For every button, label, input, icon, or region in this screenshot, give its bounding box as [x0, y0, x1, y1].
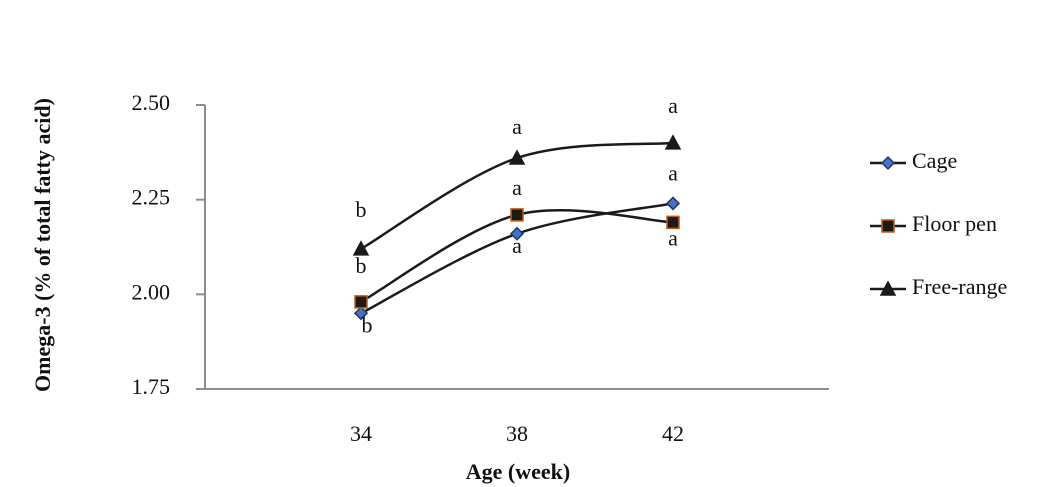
x-axis-title: Age (week)	[466, 459, 570, 484]
legend-marker	[882, 220, 894, 232]
y-tick-label: 2.50	[132, 90, 171, 115]
significance-letter: a	[668, 161, 678, 186]
y-tick-label: 1.75	[132, 374, 171, 399]
data-point	[511, 209, 523, 221]
significance-letter: b	[356, 253, 367, 278]
significance-letter: a	[668, 93, 678, 118]
x-tick-label: 34	[350, 421, 372, 446]
legend-marker	[882, 157, 894, 169]
y-tick-label: 2.00	[132, 279, 171, 304]
data-point	[355, 296, 367, 308]
legend-label: Floor pen	[912, 211, 997, 236]
y-axis-title: Omega-3 (% of total fatty acid)	[30, 98, 55, 392]
significance-letter: a	[512, 114, 522, 139]
significance-letter: b	[356, 197, 367, 222]
x-tick-label: 42	[662, 421, 684, 446]
chart: Omega-3 (% of total fatty acid) Age (wee…	[0, 0, 1054, 487]
y-tick-label: 2.25	[132, 185, 171, 210]
x-tick-label: 38	[506, 421, 528, 446]
significance-letter: a	[512, 175, 522, 200]
data-point	[354, 242, 368, 255]
data-point	[667, 197, 679, 209]
legend-label: Cage	[912, 148, 957, 173]
legend-label: Free-range	[912, 274, 1007, 299]
significance-letter: a	[668, 225, 678, 250]
significance-letter: b	[362, 312, 373, 337]
significance-letter: a	[512, 233, 522, 258]
